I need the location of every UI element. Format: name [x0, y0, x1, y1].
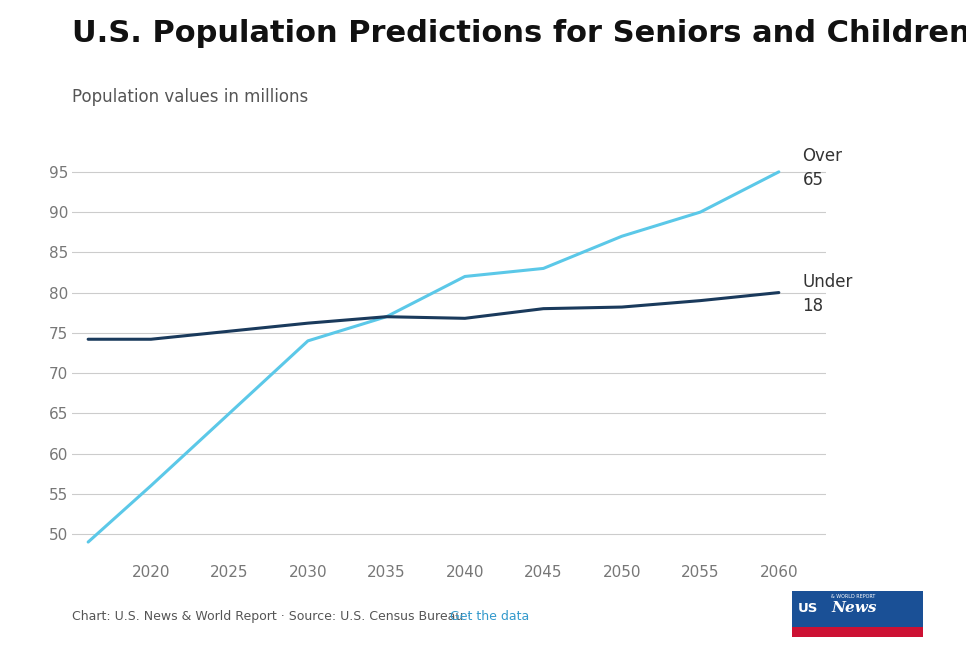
Text: Chart: U.S. News & World Report · Source: U.S. Census Bureau ·: Chart: U.S. News & World Report · Source… — [72, 610, 475, 623]
Bar — [792, 627, 923, 637]
Text: News: News — [831, 602, 877, 615]
Text: U.S. Population Predictions for Seniors and Children: U.S. Population Predictions for Seniors … — [72, 19, 966, 49]
Text: Population values in millions: Population values in millions — [72, 88, 309, 106]
Text: & WORLD REPORT: & WORLD REPORT — [831, 594, 875, 598]
Text: US: US — [797, 602, 817, 615]
Text: Under
18: Under 18 — [803, 273, 853, 315]
Text: Over
65: Over 65 — [803, 147, 842, 189]
Text: Get the data: Get the data — [450, 610, 529, 623]
FancyBboxPatch shape — [792, 591, 923, 628]
